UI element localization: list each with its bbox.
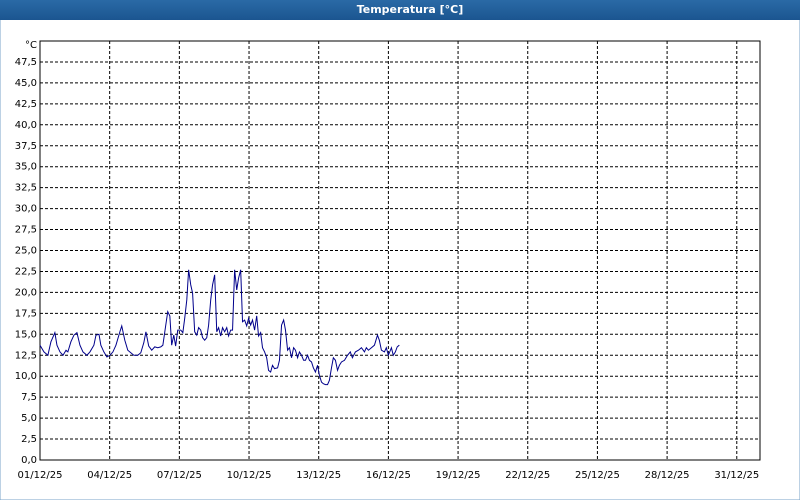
title-bar bbox=[0, 0, 800, 20]
y-tick-label: 15,0 bbox=[15, 329, 37, 340]
y-tick-label: 0,0 bbox=[21, 455, 37, 466]
temperature-line bbox=[39, 269, 400, 386]
y-tick-label: 2,5 bbox=[21, 434, 37, 445]
y-tick-label: 27,5 bbox=[15, 225, 37, 236]
x-tick-label: 22/12/25 bbox=[505, 470, 550, 481]
x-tick-label: 07/12/25 bbox=[157, 470, 202, 481]
y-tick-label: 37,5 bbox=[15, 141, 37, 152]
x-tick-label: 31/12/25 bbox=[714, 470, 759, 481]
y-tick-label: 25,0 bbox=[15, 246, 37, 257]
y-tick-label: 35,0 bbox=[15, 162, 37, 173]
y-tick-label: 42,5 bbox=[15, 99, 37, 110]
y-tick-label: 20,0 bbox=[15, 287, 37, 298]
y-tick-label: 22,5 bbox=[15, 266, 37, 277]
y-tick-label: 17,5 bbox=[15, 308, 37, 319]
x-tick-label: 28/12/25 bbox=[645, 470, 690, 481]
x-tick-label: 16/12/25 bbox=[366, 470, 411, 481]
x-tick-label: 19/12/25 bbox=[436, 470, 481, 481]
y-tick-label: 7,5 bbox=[21, 392, 37, 403]
x-tick-label: 10/12/25 bbox=[227, 470, 272, 481]
y-tick-label: 30,0 bbox=[15, 204, 37, 215]
y-tick-label: 32,5 bbox=[15, 183, 37, 194]
x-tick-label: 25/12/25 bbox=[575, 470, 620, 481]
y-tick-label: 5,0 bbox=[21, 413, 37, 424]
y-unit: °C bbox=[25, 40, 37, 51]
plot-frame bbox=[39, 40, 761, 461]
y-tick-label: 40,0 bbox=[15, 120, 37, 131]
x-tick-label: 04/12/25 bbox=[87, 470, 132, 481]
chart-title: Temperatura [°C] bbox=[357, 3, 464, 16]
y-tick-label: 47,5 bbox=[15, 57, 37, 68]
y-tick-label: 12,5 bbox=[15, 350, 37, 361]
x-tick-label: 01/12/25 bbox=[18, 470, 63, 481]
y-tick-label: 45,0 bbox=[15, 78, 37, 89]
y-tick-label: 10,0 bbox=[15, 371, 37, 382]
x-tick-label: 13/12/25 bbox=[296, 470, 341, 481]
